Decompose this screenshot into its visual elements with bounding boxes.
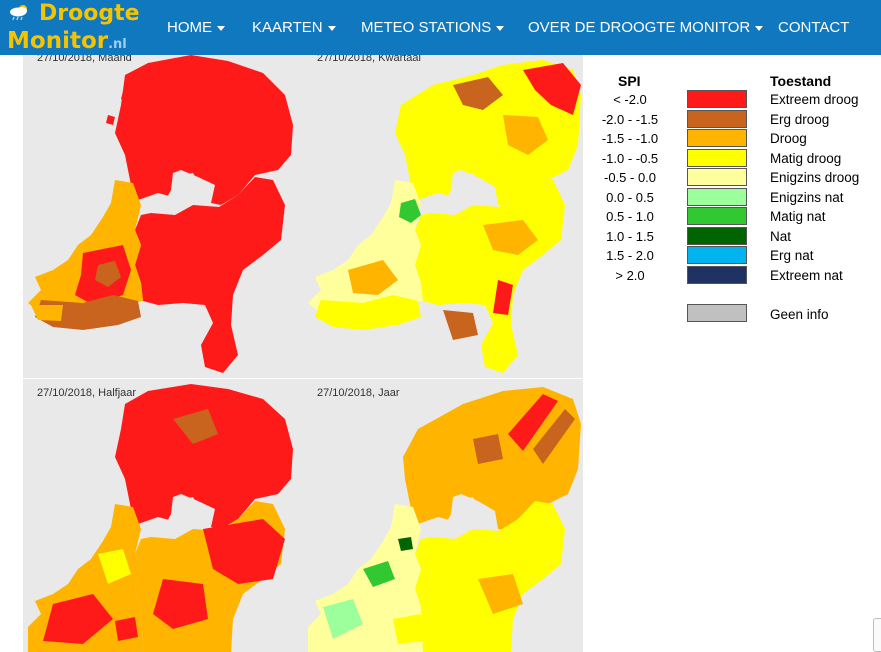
legend-spi-range: 1.0 - 1.5 — [606, 229, 654, 244]
legend-label: Erg droog — [770, 112, 830, 127]
nav-kaarten[interactable]: KAARTEN — [252, 19, 336, 36]
nav-contact-label: CONTACT — [778, 19, 850, 36]
legend-swatch — [687, 266, 747, 284]
logo-suffix: .nl — [108, 37, 127, 52]
legend-spi-range: 1.5 - 2.0 — [606, 248, 654, 263]
legend-swatch — [687, 188, 747, 206]
map-maand: 27/10/2018, Maand — [23, 55, 303, 378]
legend-label: Erg nat — [770, 248, 814, 263]
map-halfjaar-image — [28, 384, 293, 652]
site-logo[interactable]: Droogte Monitor.nl — [5, 0, 140, 55]
legend-swatch — [687, 110, 747, 128]
legend-label: Matig droog — [770, 151, 842, 166]
legend-swatch-noinfo — [687, 304, 747, 322]
nav-contact[interactable]: CONTACT — [778, 19, 849, 36]
map-maand-image — [28, 55, 293, 373]
nav-meteo-stations-label: METEO STATIONS — [361, 19, 492, 36]
nav-home[interactable]: HOME — [167, 19, 225, 36]
legend-label-noinfo: Geen info — [770, 307, 829, 322]
legend-spi-range: -2.0 - -1.5 — [601, 112, 659, 127]
legend-swatch — [687, 227, 747, 245]
legend-spi-range: 0.0 - 0.5 — [606, 190, 654, 205]
map-kwartaal-caption: 27/10/2018, Kwartaal — [317, 55, 421, 64]
legend-label: Droog — [770, 131, 807, 146]
logo-text-monitor-word: Monitor — [7, 28, 109, 54]
map-kwartaal: 27/10/2018, Kwartaal — [303, 55, 583, 378]
map-halfjaar: 27/10/2018, Halfjaar — [23, 379, 303, 652]
navbar: Droogte Monitor.nl HOME KAARTEN METEO ST… — [0, 0, 881, 55]
caret-down-icon — [217, 25, 225, 31]
weather-cloud-icon — [10, 5, 27, 21]
nav-over[interactable]: OVER DE DROOGTE MONITOR — [528, 19, 764, 36]
legend-swatch — [687, 168, 747, 186]
legend-spi-range: 0.5 - 1.0 — [606, 209, 654, 224]
logo-text-droogte: Droogte — [39, 1, 140, 26]
legend-spi-range: -1.0 - -0.5 — [601, 151, 659, 166]
caret-down-icon — [496, 25, 505, 31]
legend-swatch — [687, 246, 747, 264]
legend-label: Nat — [770, 229, 792, 244]
map-halfjaar-caption: 27/10/2018, Halfjaar — [37, 387, 137, 399]
nav-meteo-stations[interactable]: METEO STATIONS — [361, 19, 505, 36]
legend-swatch — [687, 90, 747, 108]
legend-swatch — [687, 149, 747, 167]
scroll-to-top-handle[interactable] — [873, 618, 881, 652]
legend-label: Extreem droog — [770, 92, 859, 107]
legend-label: Enigzins droog — [770, 170, 860, 185]
legend-spi-range: < -2.0 — [613, 92, 647, 107]
legend-spi-range: -0.5 - 0.0 — [603, 170, 657, 185]
logo-text-monitor: Monitor.nl — [7, 26, 127, 60]
legend-swatch — [687, 129, 747, 147]
legend-label: Extreem nat — [770, 268, 843, 283]
legend-status-header: Toestand — [770, 73, 832, 89]
legend-swatch — [687, 207, 747, 225]
legend: SPI Toestand < -2.0 Extreem droog -2.0 -… — [590, 70, 880, 330]
map-jaar-image — [308, 387, 581, 652]
nav-over-label: OVER DE DROOGTE MONITOR — [528, 19, 751, 36]
legend-label: Enigzins nat — [770, 190, 844, 205]
map-jaar: 27/10/2018, Jaar — [303, 379, 583, 652]
legend-spi-range: > 2.0 — [615, 268, 645, 283]
caret-down-icon — [327, 25, 336, 31]
map-maand-caption: 27/10/2018, Maand — [37, 55, 132, 64]
map-jaar-caption: 27/10/2018, Jaar — [317, 387, 400, 399]
nav-home-label: HOME — [167, 19, 212, 36]
legend-spi-range: -1.5 - -1.0 — [601, 131, 659, 146]
caret-down-icon — [755, 25, 764, 31]
nav-kaarten-label: KAARTEN — [252, 19, 323, 36]
legend-spi-header: SPI — [618, 73, 641, 89]
legend-label: Matig nat — [770, 209, 826, 224]
map-kwartaal-image — [308, 60, 581, 373]
